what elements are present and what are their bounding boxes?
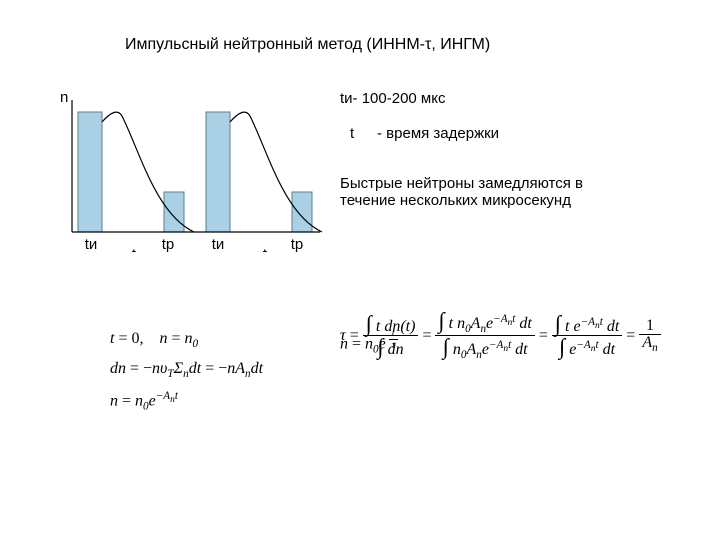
formula-block-left: t = 0, n = n0 dn = −nυTΣndt = −nAndt n =… bbox=[110, 330, 263, 423]
tpulse-range: tи- 100-200 мкс bbox=[340, 90, 445, 107]
svg-text:t: t bbox=[132, 246, 137, 252]
svg-text:tи: tи bbox=[85, 236, 98, 252]
svg-text:tи: tи bbox=[212, 236, 225, 252]
slowdown-text: Быстрые нейтроны замедляются в течение н… bbox=[340, 175, 640, 209]
formula-n-t: n = n0e−Ant bbox=[110, 390, 263, 413]
page-title: Импульсный нейтронный метод (ИННМ-τ, ИНГ… bbox=[125, 36, 490, 54]
svg-text:tр: tр bbox=[291, 236, 304, 252]
svg-text:tр: tр bbox=[162, 236, 175, 252]
delay-t-symbol: t bbox=[350, 125, 354, 142]
delay-t-text: - время задержки bbox=[377, 125, 499, 142]
formula-dn: dn = −nυTΣndt = −nAndt bbox=[110, 360, 263, 380]
formula-t0: t = 0, n = n0 bbox=[110, 330, 263, 350]
svg-text:n: n bbox=[60, 89, 68, 106]
formula-n-tau: n = n0e tτ bbox=[340, 328, 398, 356]
svg-text:t: t bbox=[263, 246, 268, 252]
pulse-decay-chart: n tи t tр tи t tр bbox=[58, 82, 328, 252]
